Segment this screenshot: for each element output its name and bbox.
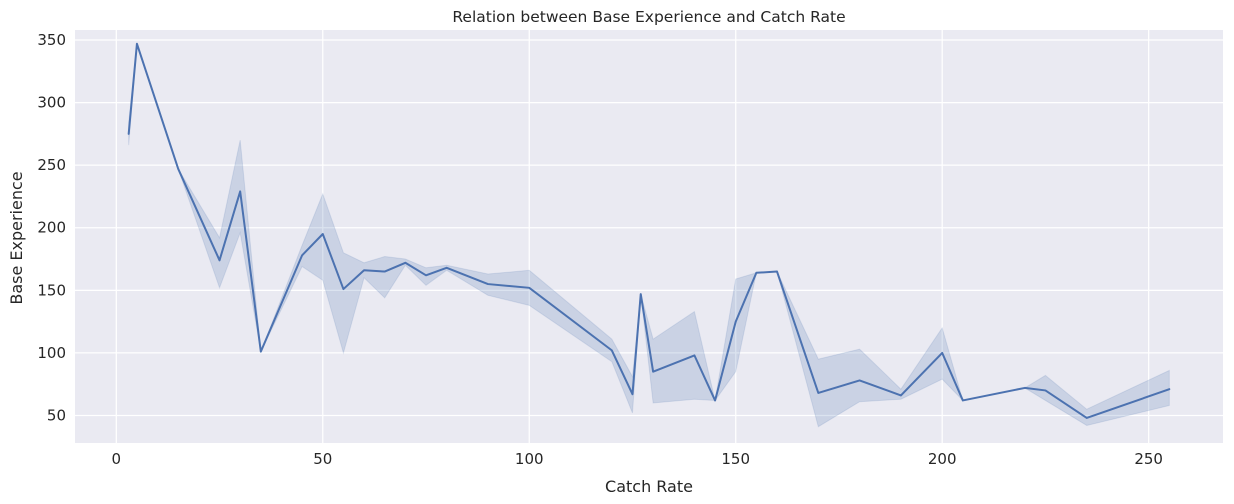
y-tick-labels: 50 100 150 200 250 300 350 <box>37 31 66 424</box>
y-tick-label: 50 <box>47 406 66 424</box>
plot-area <box>75 30 1223 443</box>
x-tick-label: 50 <box>313 450 332 468</box>
y-axis-label: Base Experience <box>7 171 26 304</box>
x-axis-label: Catch Rate <box>605 477 693 496</box>
gridlines <box>75 30 1223 443</box>
x-tick-label: 150 <box>721 450 750 468</box>
x-tick-label: 250 <box>1134 450 1163 468</box>
y-tick-label: 150 <box>37 281 66 299</box>
x-tick-label: 100 <box>515 450 544 468</box>
series-line-group <box>127 42 1171 419</box>
y-tick-label: 200 <box>37 219 66 237</box>
y-tick-label: 300 <box>37 94 66 112</box>
y-tick-label: 100 <box>37 344 66 362</box>
y-tick-label: 350 <box>37 31 66 49</box>
chart-title: Relation between Base Experience and Cat… <box>452 8 845 26</box>
x-tick-label: 200 <box>928 450 957 468</box>
x-tick-labels: 0 50 100 150 200 250 <box>112 450 1163 468</box>
y-tick-label: 250 <box>37 156 66 174</box>
x-tick-label: 0 <box>112 450 122 468</box>
series-line <box>127 42 1171 419</box>
